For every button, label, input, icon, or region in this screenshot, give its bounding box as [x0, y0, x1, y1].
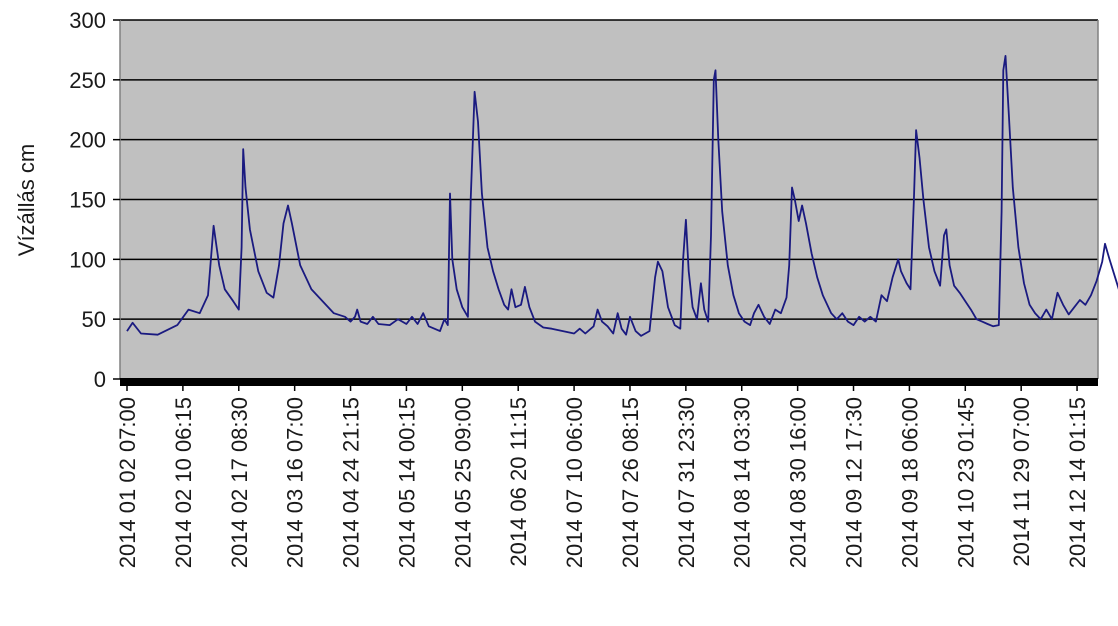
x-tick-label: 2014 01 02 07:00 [115, 397, 140, 568]
x-tick-label: 2014 07 31 23:30 [674, 397, 699, 568]
x-tick-label: 2014 10 23 01:45 [953, 397, 978, 568]
y-tick-label: 300 [69, 8, 106, 33]
x-tick-label: 2014 05 25 09:00 [450, 397, 475, 568]
x-tick-label: 2014 09 12 17:30 [842, 397, 867, 568]
x-tick-label: 2014 07 10 06:00 [562, 397, 587, 568]
x-tick-label: 2014 04 24 21:15 [339, 397, 364, 568]
y-tick-label: 50 [82, 307, 106, 332]
y-tick-label: 200 [69, 128, 106, 153]
x-tick-label: 2014 06 20 11:15 [506, 397, 531, 567]
x-tick-label: 2014 03 16 07:00 [283, 397, 308, 568]
y-axis: 0 50 100 150 200 250 300 [69, 8, 120, 392]
x-tick-label: 2014 02 17 08:30 [227, 397, 252, 568]
x-tick-label: 2014 12 14 01:15 [1065, 397, 1090, 568]
x-tick-label: 2014 11 29 07:00 [1009, 397, 1034, 567]
y-tick-label: 150 [69, 188, 106, 213]
x-axis: 2014 01 02 07:00 2014 02 10 06:15 2014 02 … [115, 386, 1090, 568]
x-tick-label: 2014 09 18 06:00 [897, 397, 922, 568]
x-tick-label: 2014 02 10 06:15 [171, 397, 196, 568]
x-axis-line [120, 378, 1098, 386]
y-tick-label: 250 [69, 68, 106, 93]
y-tick-label: 100 [69, 247, 106, 272]
x-tick-label: 2014 08 30 16:00 [786, 397, 811, 568]
x-tick-label: 2014 07 26 08:15 [618, 397, 643, 568]
x-tick-label: 2014 08 14 03:30 [730, 397, 755, 568]
plot-area [119, 19, 1118, 386]
y-tick-label: 0 [94, 367, 106, 392]
series-line [126, 55, 1118, 337]
x-tick-label: 2014 05 14 00:15 [394, 397, 419, 568]
y-axis-title: Vízállás cm [14, 144, 39, 256]
